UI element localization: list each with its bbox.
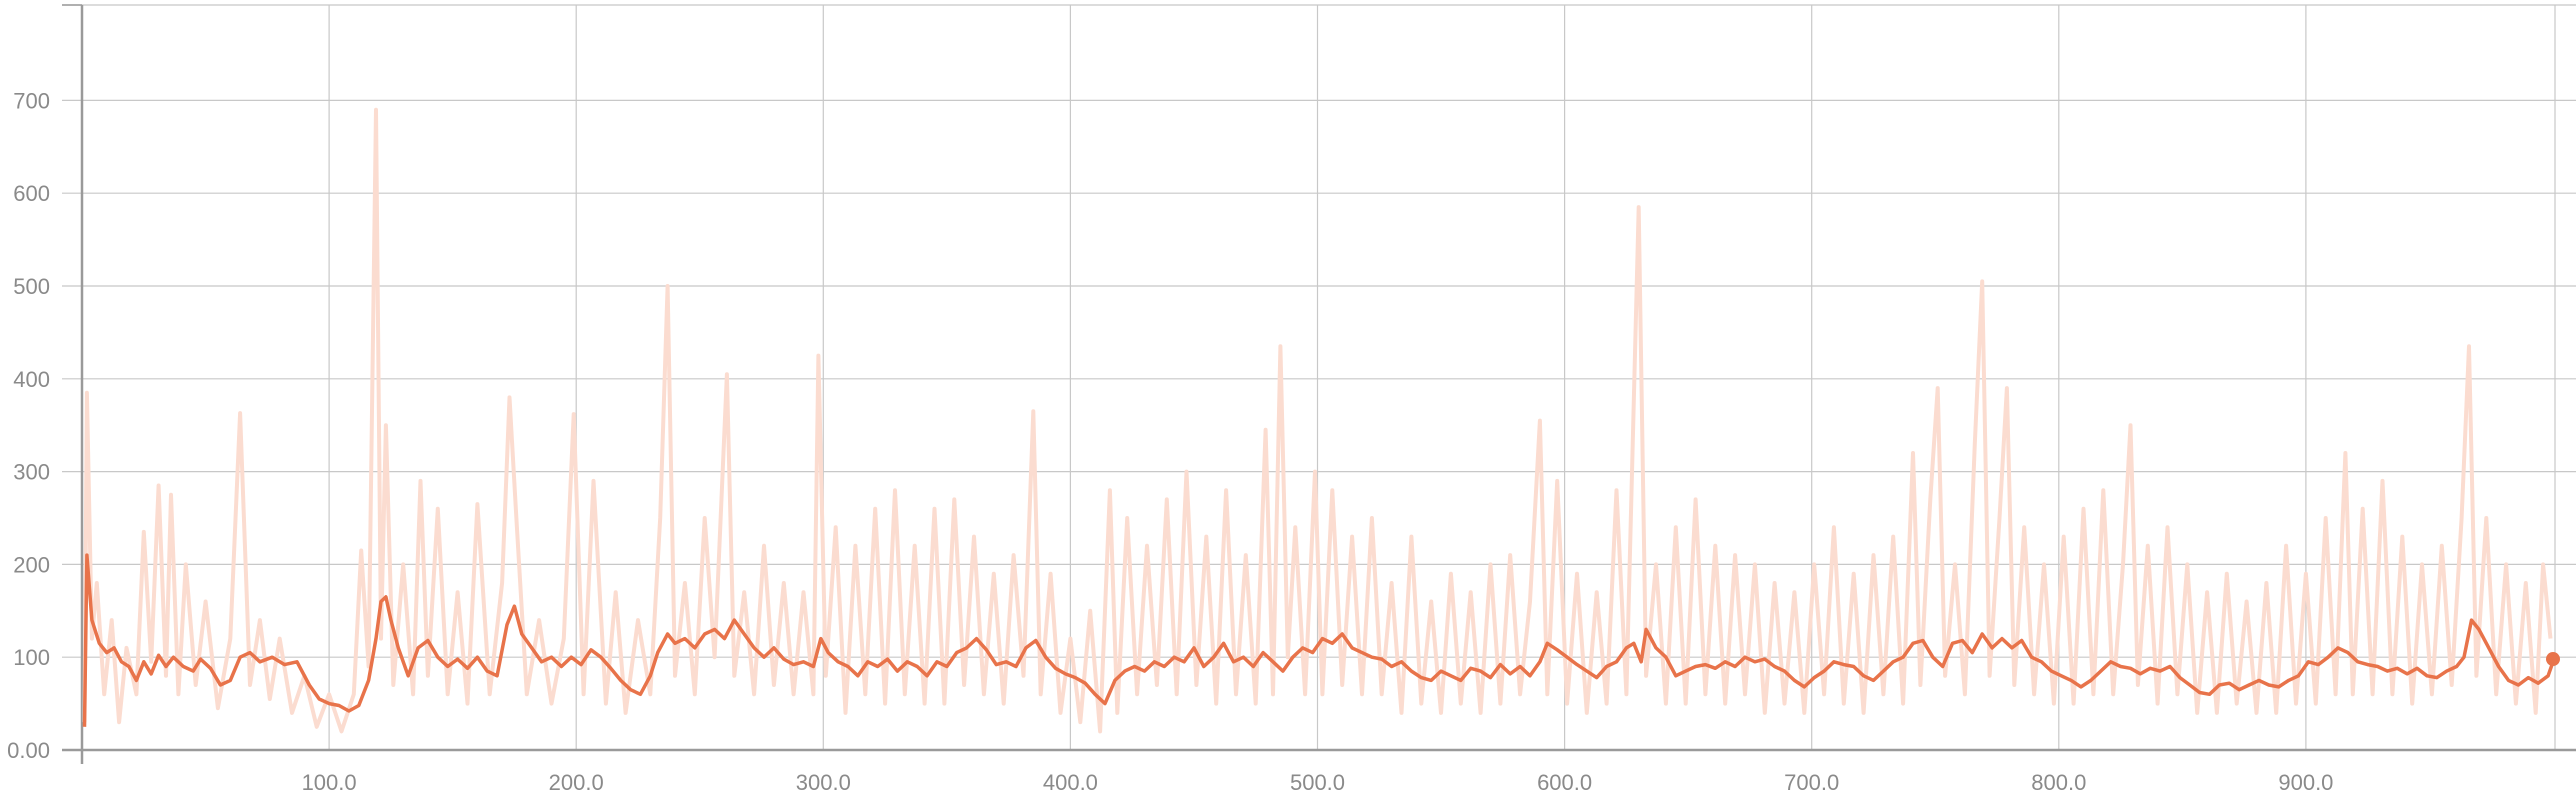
x-tick-labels: 100.0 200.0 300.0 400.0 500.0 600.0 700.0 800.0… xyxy=(302,770,2334,795)
y-tick-label: 300 xyxy=(13,460,50,485)
x-tick-label: 100.0 xyxy=(302,770,357,795)
x-tick-label: 900.0 xyxy=(2278,770,2333,795)
y-tick-label: 100 xyxy=(13,645,50,670)
x-tick-label: 400.0 xyxy=(1043,770,1098,795)
raw-series-line xyxy=(82,107,2553,734)
y-tick-label: 400 xyxy=(13,367,50,392)
x-tick-label: 300.0 xyxy=(796,770,851,795)
y-tick-label: 200 xyxy=(13,552,50,577)
marker-layer xyxy=(2546,652,2560,667)
x-tick-label: 700.0 xyxy=(1784,770,1839,795)
y-tick-label: 0.00 xyxy=(7,738,50,763)
smoothed-series-line xyxy=(82,553,2555,727)
y-tick-labels: 0.00 100 200 300 400 500 600 700 xyxy=(7,88,50,763)
y-tick-label: 500 xyxy=(13,274,50,299)
y-tick-label: 600 xyxy=(13,181,50,206)
y-tick-label: 700 xyxy=(13,88,50,113)
axes xyxy=(62,4,2576,764)
x-tick-label: 800.0 xyxy=(2031,770,2086,795)
last-point-marker xyxy=(2546,652,2560,667)
raw-series xyxy=(82,107,2553,734)
x-tick-label: 200.0 xyxy=(549,770,604,795)
x-tick-label: 600.0 xyxy=(1537,770,1592,795)
smoothed-series xyxy=(82,553,2555,727)
x-tick-label: 500.0 xyxy=(1290,770,1345,795)
